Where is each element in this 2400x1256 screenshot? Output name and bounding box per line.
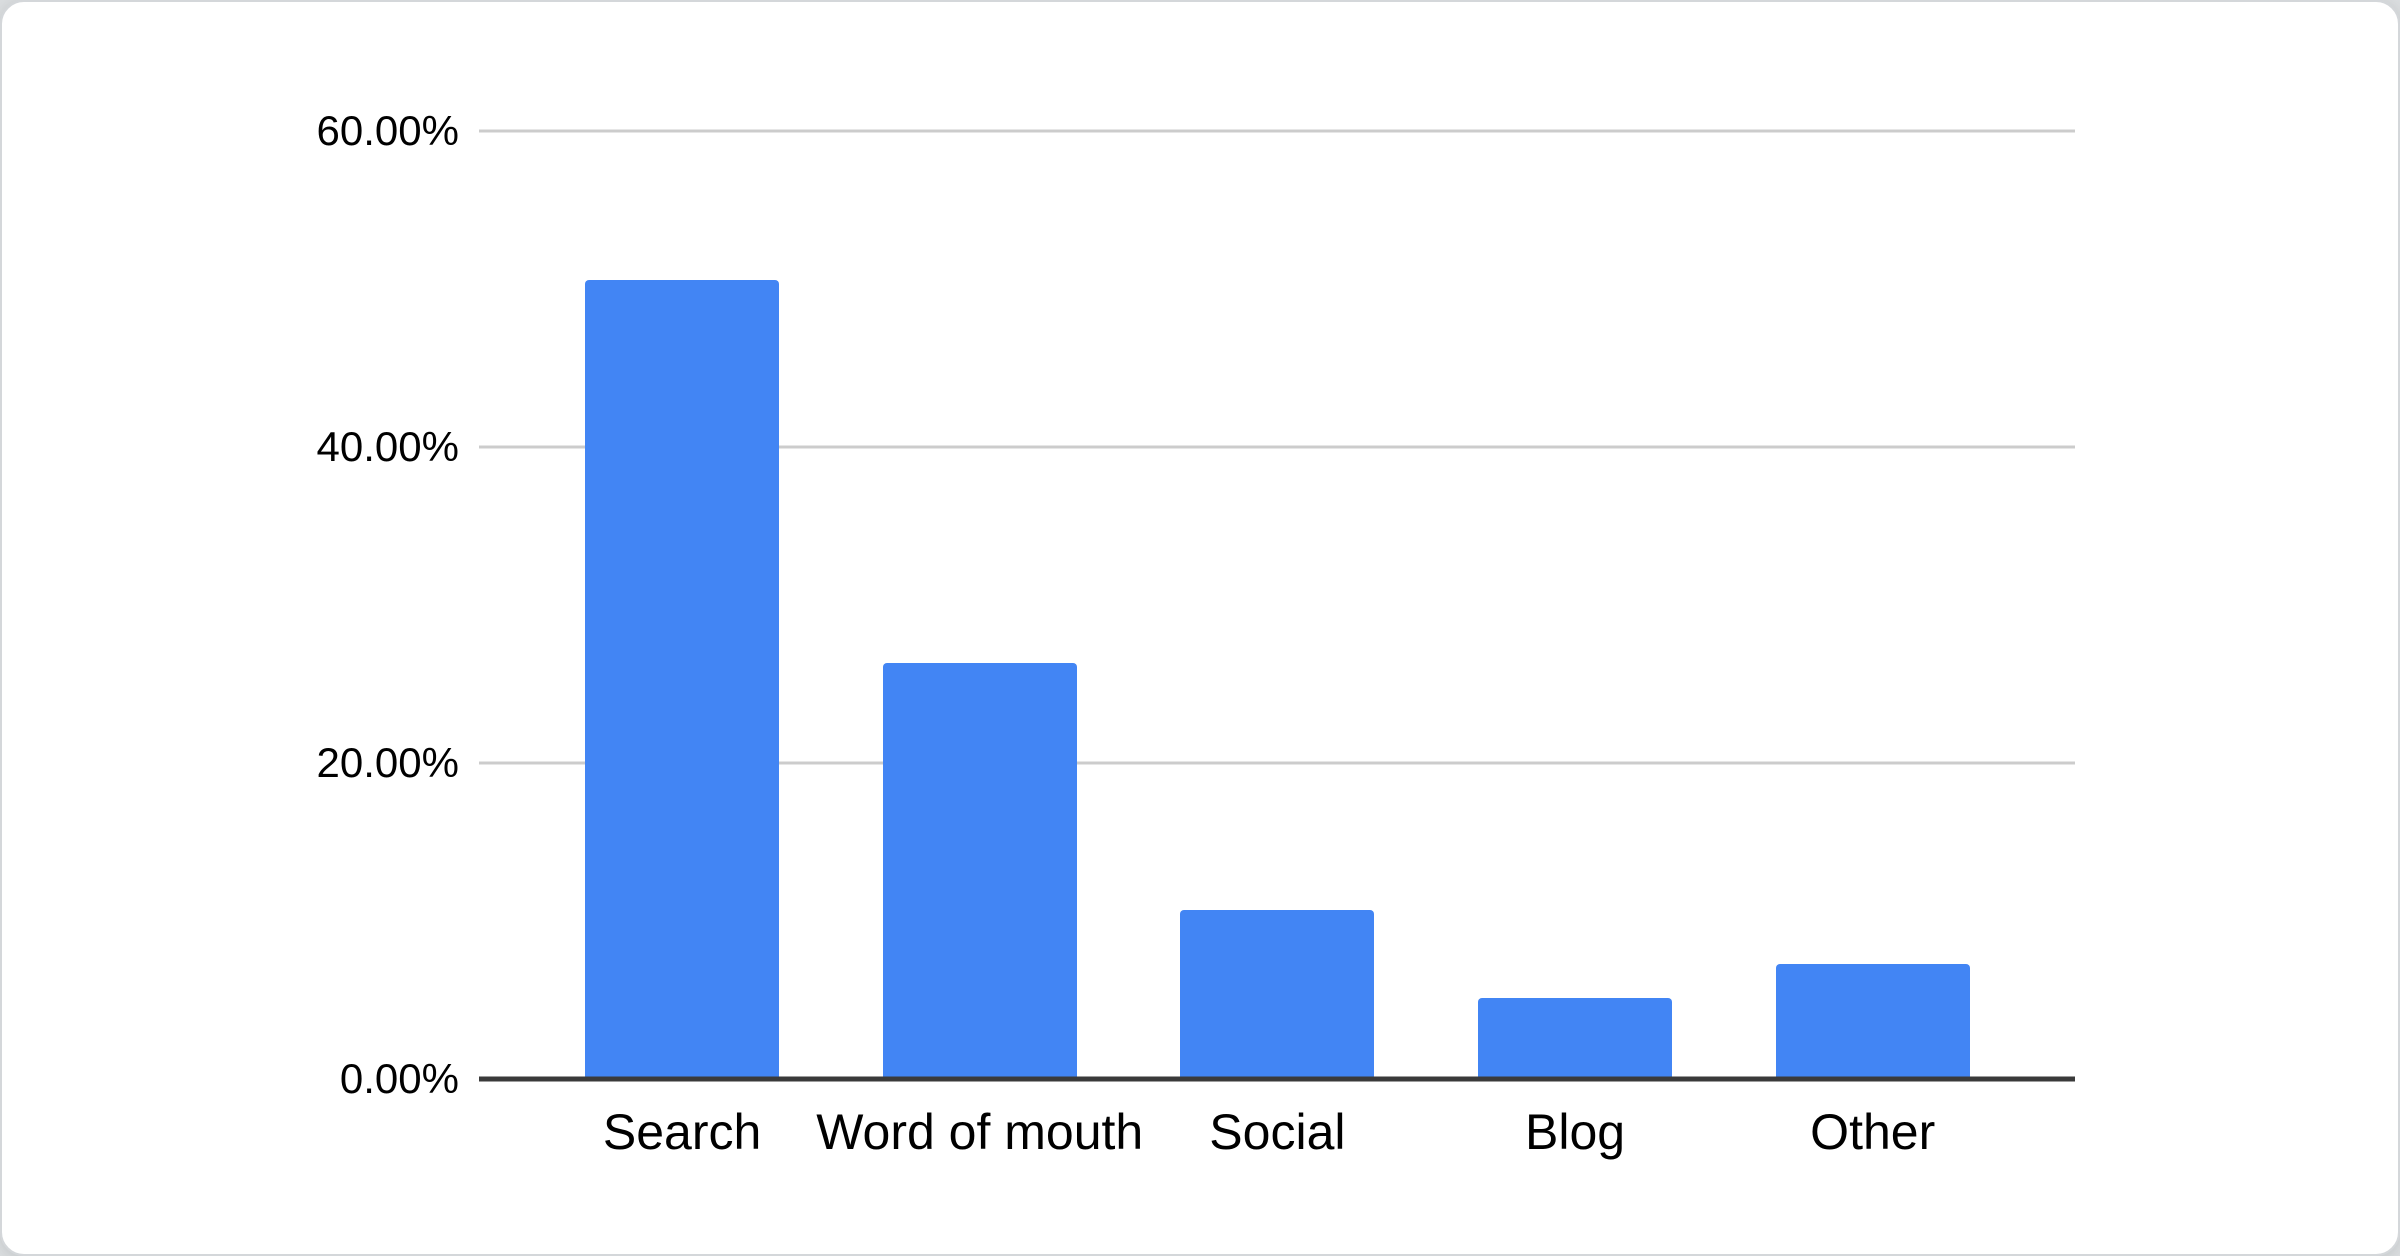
y-axis-tick-label: 20.00% [316, 739, 459, 786]
y-gridline [479, 761, 2075, 765]
plot-area: Search Word of mouth Social Blog Other [479, 129, 2075, 1160]
x-axis-baseline [479, 1076, 2075, 1082]
y-axis-tick-label: 0.00% [339, 1055, 459, 1102]
bar-search[interactable] [585, 279, 780, 1079]
y-axis-tick-label: 40.00% [316, 423, 459, 470]
x-axis-category-label: Search [602, 1104, 762, 1160]
bar-word-of-mouth[interactable] [882, 663, 1077, 1079]
bar-social[interactable] [1180, 909, 1375, 1079]
x-axis-category-label: Social [1209, 1104, 1346, 1160]
bar-other[interactable] [1775, 963, 1970, 1079]
x-axis-category-label: Blog [1525, 1104, 1626, 1160]
x-axis-category-label: Word of mouth [816, 1104, 1144, 1160]
y-gridline [479, 445, 2075, 449]
y-axis-tick-label: 60.00% [316, 107, 459, 154]
bar-blog[interactable] [1478, 998, 1673, 1079]
y-gridline [479, 129, 2075, 133]
x-axis-category-label: Other [1810, 1104, 1936, 1160]
